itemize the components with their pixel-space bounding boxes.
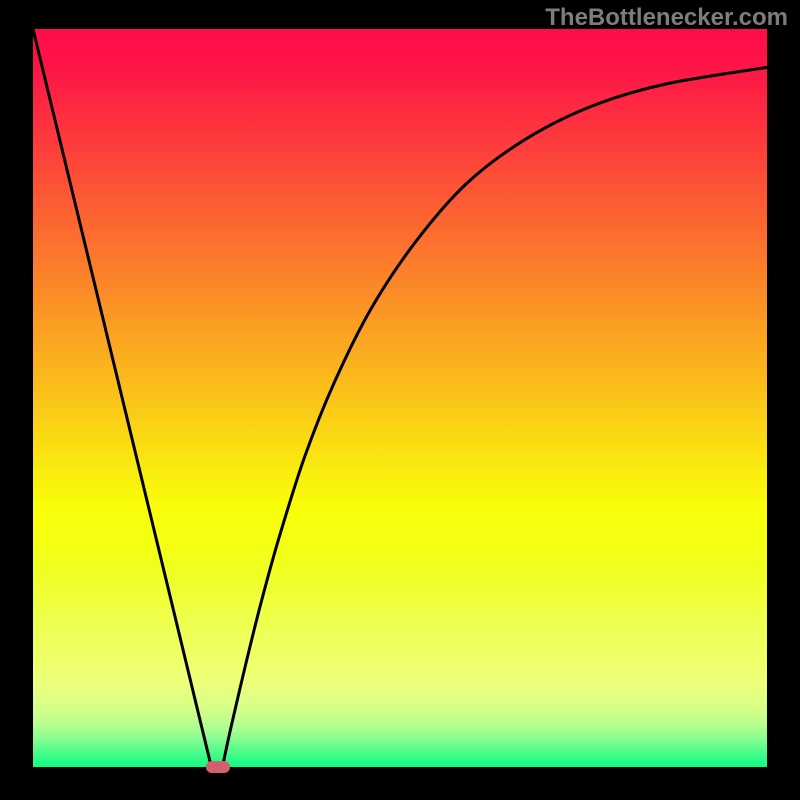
chart-plot-area [33, 29, 767, 767]
chart-container: TheBottlenecker.com [0, 0, 800, 800]
bottleneck-curve-chart [0, 0, 800, 800]
watermark-text: TheBottlenecker.com [545, 4, 788, 32]
optimal-marker [206, 761, 230, 773]
